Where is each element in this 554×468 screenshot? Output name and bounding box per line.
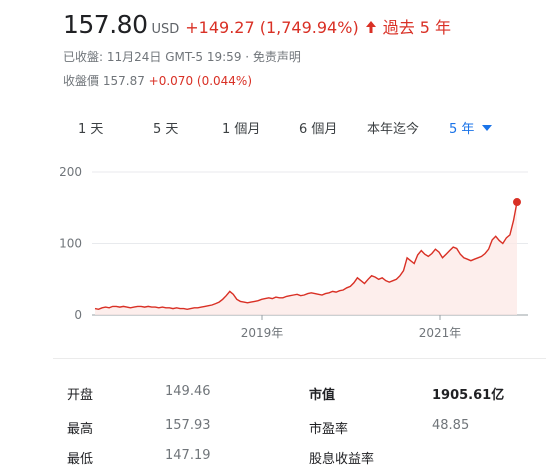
latest-price-dot <box>513 198 521 207</box>
y-tick-label: 100 <box>59 237 82 251</box>
stat-value-low: 147.19 <box>165 448 211 463</box>
stat-value-pe: 48.85 <box>432 418 470 433</box>
chevron-down-icon <box>482 125 493 131</box>
arrow-up-icon <box>365 21 376 33</box>
change-period: 過去 5 年 <box>382 18 452 37</box>
currency-label: USD <box>151 22 180 37</box>
stat-value-high: 157.93 <box>165 418 211 433</box>
stat-label-high: 最高 <box>67 422 94 437</box>
after-hours-change: +0.070 (0.044%) <box>148 74 253 88</box>
after-hours-label: 收盤價 <box>63 74 100 88</box>
stat-label-market-cap: 市值 <box>309 388 336 403</box>
range-tabs: 1 天 5 天 1 個月 6 個月 本年迄今 5 年 <box>63 118 554 142</box>
closed-time-disclaimer: 已收盤: 11月24日 GMT-5 19:59 · 免责声明 <box>63 50 301 64</box>
tab-5-days[interactable]: 5 天 <box>153 122 179 137</box>
tab-6-months[interactable]: 6 個月 <box>299 122 338 137</box>
x-axis: 2019年 2021年 <box>241 315 462 340</box>
price-area-fill <box>95 202 517 315</box>
current-price: 157.80 <box>63 10 148 39</box>
stat-label-open: 开盘 <box>67 388 94 403</box>
y-tick-label: 200 <box>59 165 82 179</box>
stat-label-pe: 市盈率 <box>309 422 349 437</box>
price-header: 157.80 USD +149.27 (1,749.94%) 過去 5 年 <box>63 10 451 39</box>
tab-5-years[interactable]: 5 年 <box>449 118 493 137</box>
price-line <box>94 201 518 311</box>
stat-label-low: 最低 <box>67 452 94 467</box>
stat-value-open: 149.46 <box>165 384 211 399</box>
tab-ytd[interactable]: 本年迄今 <box>367 122 420 137</box>
price-chart: 0 100 200 2019年 2021年 <box>59 165 528 340</box>
divider <box>53 358 546 359</box>
stat-value-market-cap: 1905.61亿 <box>432 388 505 403</box>
price-change: +149.27 (1,749.94%) <box>185 18 359 37</box>
tab-1-day[interactable]: 1 天 <box>78 122 104 137</box>
after-hours-price: 157.87 <box>102 74 145 88</box>
y-axis: 0 100 200 <box>59 165 82 322</box>
after-hours-line: 收盤價 157.87 +0.070 (0.044%) <box>63 72 252 89</box>
x-tick-label: 2021年 <box>419 326 462 340</box>
tab-5-years-label: 5 年 <box>449 122 475 137</box>
stat-label-dividend-yield: 股息收益率 <box>309 452 375 467</box>
tab-1-month[interactable]: 1 個月 <box>222 122 261 137</box>
y-tick-label: 0 <box>74 308 82 322</box>
x-tick-label: 2019年 <box>241 326 284 340</box>
